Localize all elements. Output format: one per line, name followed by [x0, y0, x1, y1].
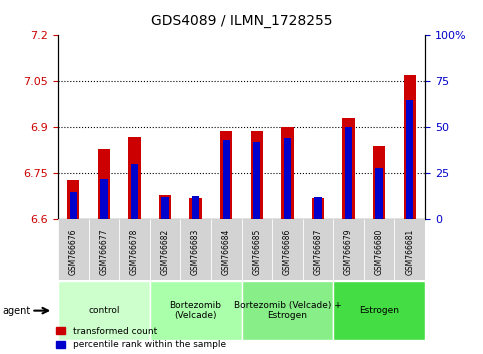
FancyBboxPatch shape: [333, 219, 364, 280]
FancyBboxPatch shape: [58, 281, 150, 340]
Text: control: control: [88, 306, 120, 315]
Bar: [67, 179, 79, 219]
Bar: [192, 195, 199, 219]
Legend: transformed count, percentile rank within the sample: transformed count, percentile rank withi…: [53, 323, 229, 353]
Text: GSM766687: GSM766687: [313, 229, 323, 275]
Bar: [375, 168, 383, 219]
Bar: [70, 192, 77, 219]
Bar: [404, 75, 416, 219]
FancyBboxPatch shape: [395, 219, 425, 280]
FancyBboxPatch shape: [211, 219, 242, 280]
Bar: [345, 127, 352, 219]
Text: agent: agent: [2, 306, 30, 316]
Text: Bortezomib
(Velcade): Bortezomib (Velcade): [170, 301, 222, 320]
Text: GSM766681: GSM766681: [405, 229, 414, 275]
FancyBboxPatch shape: [119, 219, 150, 280]
Bar: [161, 198, 169, 219]
Text: GSM766677: GSM766677: [99, 229, 108, 275]
Text: GSM766682: GSM766682: [160, 229, 170, 275]
Text: GSM766676: GSM766676: [69, 229, 78, 275]
FancyBboxPatch shape: [88, 219, 119, 280]
Bar: [251, 131, 263, 219]
Bar: [281, 127, 294, 219]
Bar: [131, 164, 138, 219]
Text: GSM766679: GSM766679: [344, 229, 353, 275]
Text: GSM766683: GSM766683: [191, 229, 200, 275]
FancyBboxPatch shape: [333, 281, 425, 340]
Text: GSM766685: GSM766685: [252, 229, 261, 275]
FancyBboxPatch shape: [180, 219, 211, 280]
Bar: [373, 146, 385, 219]
Bar: [189, 198, 202, 219]
Bar: [314, 198, 322, 219]
Bar: [128, 137, 141, 219]
Text: GSM766678: GSM766678: [130, 229, 139, 275]
FancyBboxPatch shape: [150, 219, 180, 280]
FancyBboxPatch shape: [242, 219, 272, 280]
Bar: [284, 138, 291, 219]
FancyBboxPatch shape: [364, 219, 395, 280]
Text: GDS4089 / ILMN_1728255: GDS4089 / ILMN_1728255: [151, 14, 332, 28]
FancyBboxPatch shape: [58, 219, 88, 280]
Bar: [312, 198, 324, 219]
Bar: [159, 195, 171, 219]
Bar: [253, 142, 260, 219]
Bar: [100, 179, 108, 219]
Bar: [220, 131, 232, 219]
Text: Bortezomib (Velcade) +
Estrogen: Bortezomib (Velcade) + Estrogen: [233, 301, 341, 320]
Text: GSM766680: GSM766680: [375, 229, 384, 275]
Text: Estrogen: Estrogen: [359, 306, 399, 315]
Bar: [98, 149, 110, 219]
Bar: [406, 100, 413, 219]
FancyBboxPatch shape: [150, 281, 242, 340]
FancyBboxPatch shape: [303, 219, 333, 280]
Bar: [342, 118, 355, 219]
Text: GSM766686: GSM766686: [283, 229, 292, 275]
Bar: [223, 140, 230, 219]
FancyBboxPatch shape: [272, 219, 303, 280]
FancyBboxPatch shape: [242, 281, 333, 340]
Text: GSM766684: GSM766684: [222, 229, 231, 275]
